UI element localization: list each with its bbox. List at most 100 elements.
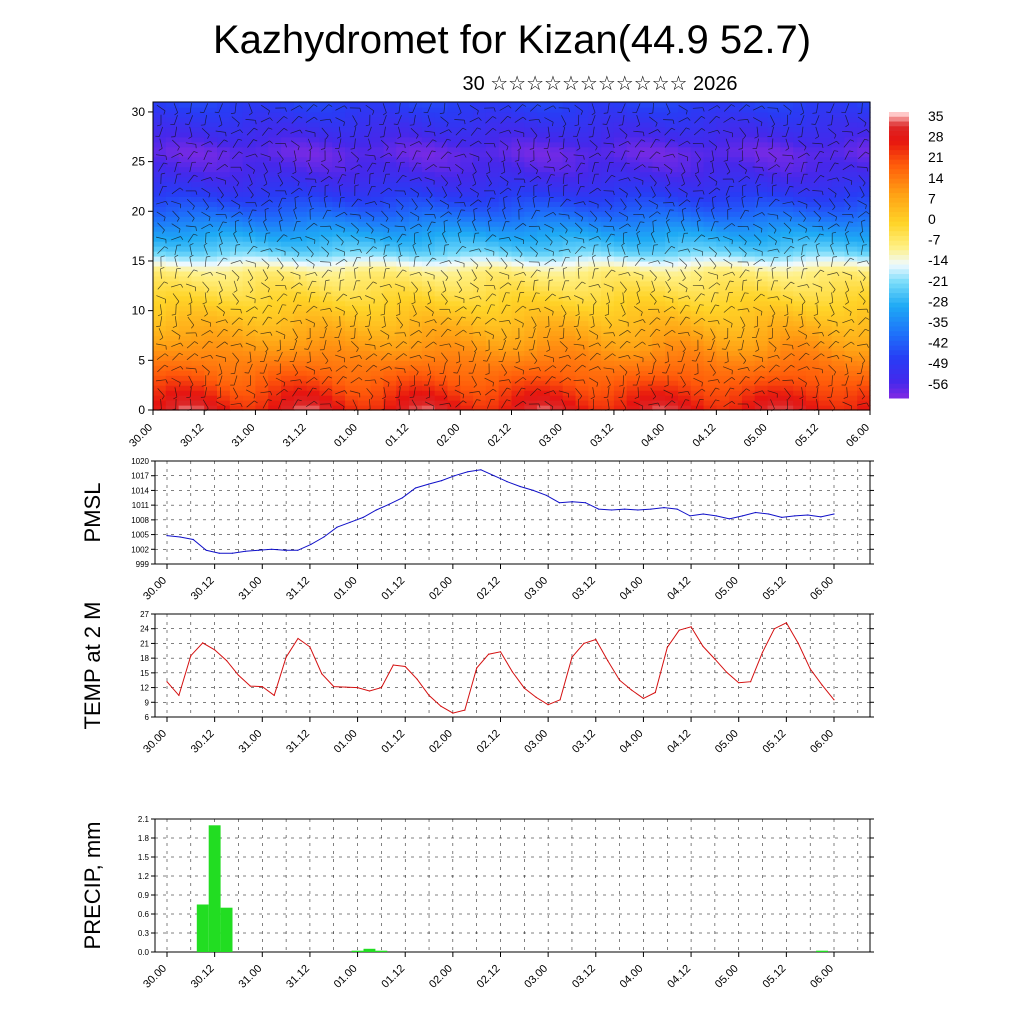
field-cell [460,256,474,262]
field-cell [306,256,321,262]
field-cell [741,260,756,267]
field-cell [511,231,525,237]
wind-barb-flag [267,110,270,115]
field-cell [332,156,346,163]
field-cell [754,350,769,356]
wind-barb-flag [506,304,511,307]
field-cell [857,260,871,267]
wind-barb-flag [383,254,388,258]
field-cell [562,146,577,153]
field-cell [229,156,244,163]
field-cell [537,350,551,356]
field-cell [498,151,513,158]
field-cell [857,345,871,351]
field-cell [498,131,513,138]
field-cell [741,241,756,247]
field-cell [741,151,756,158]
field-cell [793,300,807,307]
wind-barb-flag [365,124,370,127]
field-cell [793,385,807,391]
field-cell [268,405,282,411]
wind-barb-flag [401,206,404,210]
field-cell [831,325,845,332]
field-cell [319,106,333,113]
field-cell [562,380,577,386]
field-cell [703,116,717,123]
wind-barb-flag [583,345,585,350]
wind-barb-flag [388,152,393,157]
wind-barb-flag [323,195,328,199]
wind-barb-flag [414,206,418,211]
field-cell [434,365,449,371]
wind-barb-flag [576,148,581,151]
wind-barb-flag [195,190,198,195]
field-cell [345,106,359,113]
field-cell [575,365,589,371]
field-cell [434,236,449,242]
field-cell [703,390,717,396]
field-cell [537,300,551,307]
wind-barb [353,174,356,185]
field-cell [473,405,487,411]
wind-barb-flag [284,190,287,195]
wind-barb [264,233,267,244]
field-cell [729,265,743,272]
field-cell [626,270,641,277]
field-cell [409,126,423,133]
wind-barb-flag [472,183,476,187]
field-cell [703,166,717,173]
field-cell [434,280,449,287]
wind-barb-flag [581,246,586,249]
wind-barb-flag [193,233,198,236]
field-cell [242,241,257,247]
field-cell [690,265,705,272]
field-cell [665,325,679,332]
field-cell [857,256,871,262]
wind-barb [293,292,298,303]
field-cell [665,241,679,247]
field-cell [498,405,513,411]
wind-barb [469,140,479,147]
field-cell [805,211,820,217]
field-cell [473,171,487,178]
field-cell [626,102,641,108]
field-cell [729,270,743,277]
wind-barb-flag [336,136,341,139]
wind-barb [516,280,522,291]
field-cell [434,305,449,312]
field-cell [767,146,781,153]
wind-barb [294,197,296,208]
field-cell [281,290,295,297]
field-cell [409,375,423,381]
field-cell [844,241,858,247]
field-cell [357,405,372,411]
field-cell [562,211,577,217]
field-cell [857,206,871,212]
field-cell [383,121,397,128]
field-cell [178,265,193,272]
field-cell [357,280,372,287]
field-cell [716,131,730,138]
field-cell [473,181,487,188]
field-cell [754,221,769,227]
field-cell [562,395,577,401]
field-cell [281,201,295,207]
wind-barb [218,221,224,232]
field-cell [255,191,269,197]
field-cell [626,246,641,252]
field-cell [421,236,436,242]
field-cell [421,146,436,153]
field-cell [178,121,193,128]
field-cell [345,395,359,401]
field-cell [370,285,385,292]
wind-barb-flag [180,152,184,157]
wind-barb [443,245,446,256]
field-cell [383,126,397,133]
field-cell [639,176,653,183]
field-cell [281,136,295,143]
field-cell [793,365,807,371]
field-cell [524,265,538,272]
field-cell [255,226,269,232]
wind-barb [155,154,167,157]
field-cell [588,196,602,202]
